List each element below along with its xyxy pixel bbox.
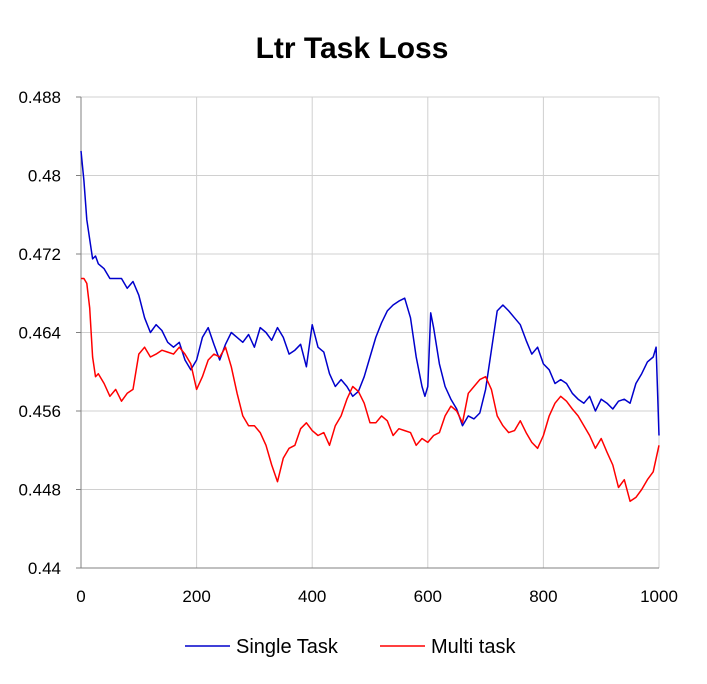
chart-title: Ltr Task Loss	[256, 32, 449, 65]
x-tick-label: 200	[182, 587, 210, 606]
series-lines	[80, 150, 660, 503]
x-tick-label: 0	[76, 587, 85, 606]
y-tick-label: 0.44	[28, 559, 61, 578]
x-tick-label: 1000	[640, 587, 678, 606]
grid	[81, 96, 660, 568]
series-line-multi-task	[81, 277, 660, 503]
legend-label: Multi task	[431, 636, 516, 658]
y-tick-label: 0.464	[18, 324, 61, 343]
y-tick-label: 0.448	[18, 481, 61, 500]
x-tick-label: 600	[414, 587, 442, 606]
y-tick-label: 0.488	[18, 88, 61, 107]
legend: Single Task Multi task	[185, 636, 516, 658]
x-tick-label: 800	[529, 587, 557, 606]
legend-label: Single Task	[236, 636, 339, 658]
y-tick-label: 0.472	[18, 245, 61, 264]
y-tick-label: 0.456	[18, 402, 61, 421]
x-tick-label: 400	[298, 587, 326, 606]
series-line-single-task	[80, 150, 660, 436]
y-tick-label: 0.48	[28, 167, 61, 186]
tick-labels: 0.44 0.448 0.456 0.464 0.472 0.48 0.488 0 200 400…	[18, 88, 677, 606]
axes	[76, 96, 659, 569]
